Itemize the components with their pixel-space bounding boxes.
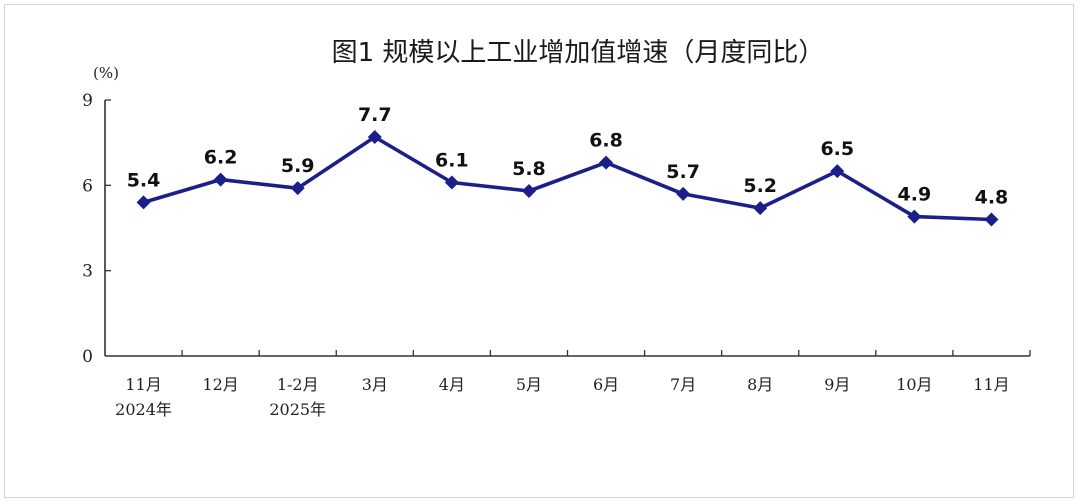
y-axis-ticks: 0 3 6 9 [82, 91, 111, 367]
chart-frame [4, 4, 1074, 498]
y-tick-label: 0 [82, 347, 93, 367]
x-tick-label: 12月 [202, 375, 238, 394]
x-tick-label: 8月 [747, 375, 773, 394]
data-point-marker [907, 209, 922, 224]
data-point-marker [676, 186, 691, 201]
data-label: 6.5 [820, 138, 854, 160]
y-axis-unit-label: (%) [93, 64, 119, 82]
data-labels-group: 5.4 6.2 5.9 7.7 6.1 5.8 6.8 5.7 5.2 6.5 4.9 4.8 [127, 104, 1009, 208]
data-label: 6.1 [435, 149, 469, 171]
data-label: 5.4 [127, 169, 161, 191]
data-point-marker [136, 195, 151, 210]
data-label: 7.7 [358, 104, 392, 126]
x-tick-label: 9月 [824, 375, 850, 394]
data-label: 4.9 [898, 184, 932, 206]
data-label: 6.8 [589, 130, 623, 152]
x-tick-label: 11月 2024年 [115, 375, 172, 419]
x-axis-ticks: 11月 2024年 12月 1-2月 2025年 3月 4月 5月 6月 7月 8月 9月 10月 11月 [115, 350, 1031, 419]
data-label: 4.8 [975, 186, 1009, 208]
x-tick-label: 7月 [670, 375, 696, 394]
data-point-marker [367, 129, 382, 144]
data-point-marker [444, 175, 459, 190]
data-point-marker [984, 212, 999, 227]
data-label: 5.7 [666, 161, 700, 183]
x-tick-label: 4月 [439, 375, 465, 394]
x-tick-label: 6月 [593, 375, 619, 394]
series-group [136, 129, 999, 227]
data-point-marker [213, 172, 228, 187]
x-tick-label: 11月 [973, 375, 1009, 394]
data-label: 5.2 [743, 175, 777, 197]
data-label: 6.2 [204, 147, 238, 169]
y-tick-label: 9 [82, 91, 93, 111]
data-point-marker [290, 181, 305, 196]
x-tick-label: 1-2月 2025年 [269, 375, 326, 419]
y-tick-label: 6 [82, 176, 93, 196]
data-label: 5.9 [281, 155, 315, 177]
chart-title: 图1 规模以上工业增加值增速（月度同比） [332, 38, 825, 68]
data-point-marker [830, 164, 845, 179]
y-tick-label: 3 [82, 262, 93, 282]
data-point-marker [753, 201, 768, 216]
x-tick-label: 3月 [362, 375, 388, 394]
x-tick-label: 10月 [896, 375, 932, 394]
x-tick-label: 5月 [516, 375, 542, 394]
data-label: 5.8 [512, 158, 546, 180]
data-point-marker [599, 155, 614, 170]
data-point-marker [521, 184, 536, 199]
series-line [142, 135, 992, 222]
